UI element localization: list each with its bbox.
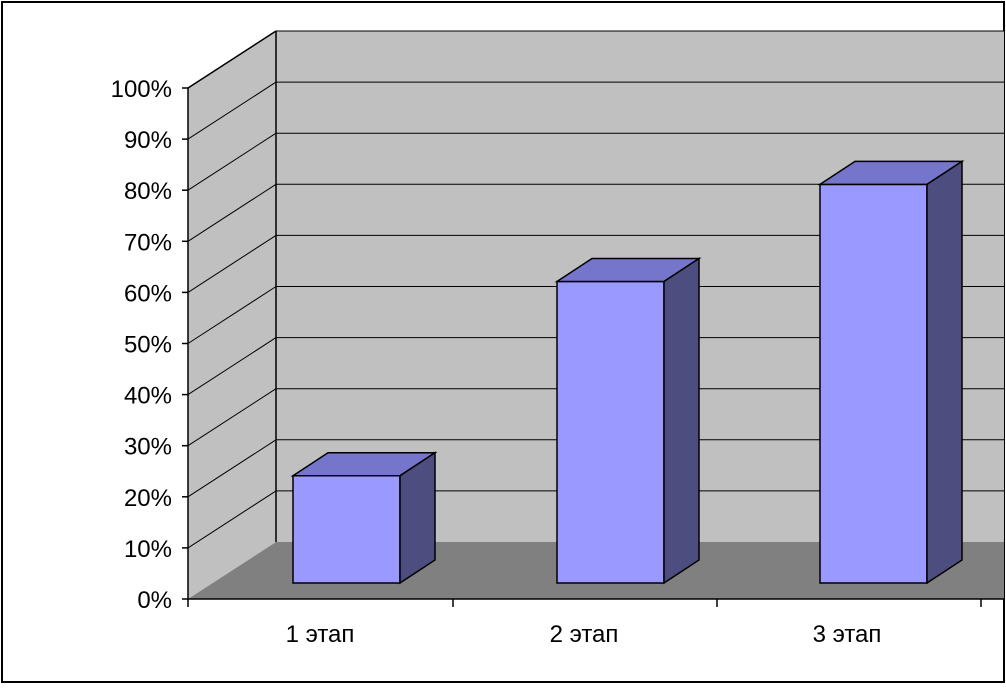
bar-front xyxy=(819,183,928,584)
bars xyxy=(290,160,965,585)
y-tick-label: 0% xyxy=(137,587,172,614)
gridline-side xyxy=(187,490,277,549)
gridline-side xyxy=(187,439,277,498)
y-tick-label: 30% xyxy=(124,434,172,461)
bar xyxy=(817,160,965,585)
x-tick-label: 2 этап xyxy=(550,621,619,648)
y-tick-label: 60% xyxy=(124,280,172,307)
x-axis: 1 этап 2 этап 3 этап xyxy=(187,598,1004,648)
gridline-side xyxy=(187,183,277,242)
y-tick-label: 50% xyxy=(124,332,172,359)
gridline-side xyxy=(187,132,277,191)
x-tick-label: 1 этап xyxy=(286,621,355,648)
bar-front xyxy=(556,280,665,584)
bar-front xyxy=(292,474,401,584)
gridline-side xyxy=(187,337,277,396)
bar-side xyxy=(399,451,436,585)
y-tick-label: 100% xyxy=(111,76,172,103)
gridline-side xyxy=(187,30,277,89)
bar-side xyxy=(926,160,963,585)
y-tick-label: 90% xyxy=(124,127,172,154)
y-axis: 0% 10% 20% 30% 40% 50% 60% 70% 80% 90% 100% xyxy=(111,76,189,614)
gridline-side xyxy=(187,234,277,293)
y-tick-label: 10% xyxy=(124,536,172,563)
y-tick-label: 40% xyxy=(124,383,172,410)
gridline-side xyxy=(187,81,277,140)
y-tick-label: 70% xyxy=(124,229,172,256)
gridline-side xyxy=(187,286,277,344)
bar xyxy=(290,451,438,585)
bar-side xyxy=(663,257,700,585)
x-tick-label: 3 этап xyxy=(813,621,882,648)
gridline-side xyxy=(187,388,277,447)
y-tick-label: 20% xyxy=(124,485,172,512)
y-tick-label: 80% xyxy=(124,178,172,205)
bar xyxy=(554,257,702,585)
